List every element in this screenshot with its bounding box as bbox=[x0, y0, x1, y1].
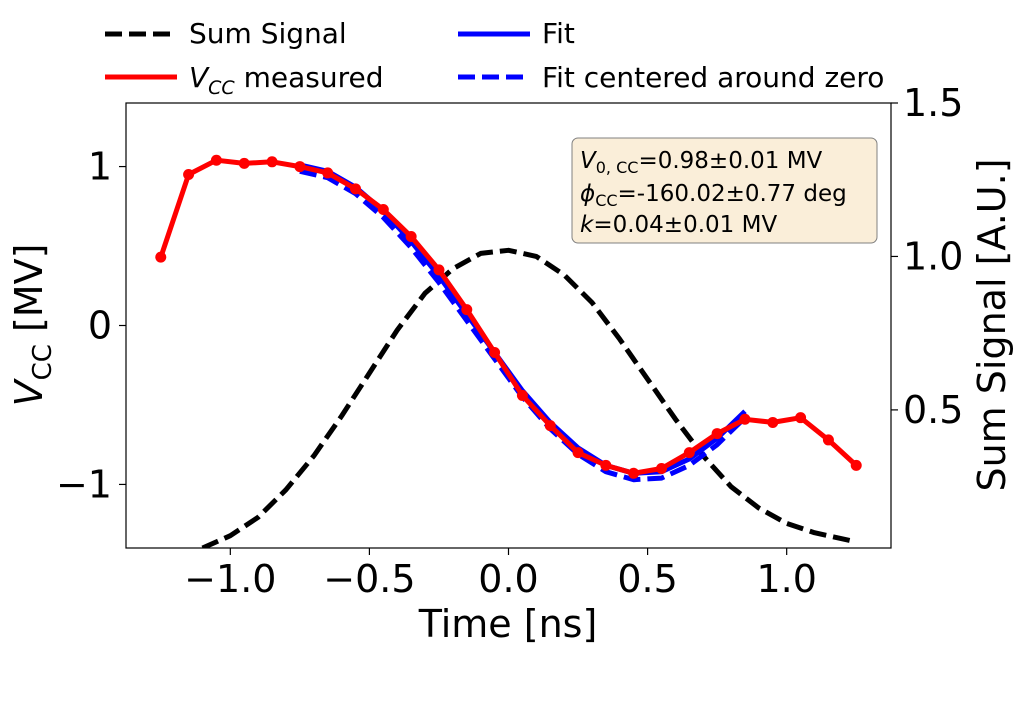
y-left-tick-label: 1 bbox=[88, 145, 112, 189]
data-point-v-cc-measured bbox=[850, 459, 862, 471]
tick-layer: −1.0 −0.5 0.0 0.5 1.0 −1 0 1 0.5 1.0 1.5 bbox=[56, 81, 963, 601]
data-point-v-cc-measured bbox=[405, 231, 417, 242]
data-point-v-cc-measured bbox=[266, 156, 278, 168]
series-line-sum-signal bbox=[201, 247, 857, 548]
x-tick-label: 0.5 bbox=[617, 557, 677, 601]
legend-label-fit-centered: Fit centered around zero bbox=[542, 61, 884, 94]
data-point-v-cc-measured bbox=[572, 447, 584, 459]
data-point-v-cc-measured bbox=[238, 157, 250, 169]
data-point-v-cc-measured bbox=[656, 463, 667, 475]
data-point-v-cc-measured bbox=[628, 467, 640, 479]
y-left-tick-label: −1 bbox=[56, 462, 112, 506]
y-right-tick-label: 0.5 bbox=[903, 388, 963, 432]
y-right-tick-label: 1.0 bbox=[903, 234, 963, 278]
x-tick-label: −1.0 bbox=[184, 557, 276, 601]
x-tick-label: −0.5 bbox=[323, 557, 415, 601]
data-point-v-cc-measured bbox=[322, 167, 334, 179]
data-point-v-cc-measured bbox=[516, 389, 528, 401]
data-point-v-cc-measured bbox=[795, 412, 807, 424]
legend: Sum Signal VCC measured Fit Fit centered… bbox=[105, 17, 884, 99]
data-point-v-cc-measured bbox=[711, 428, 723, 440]
y-left-tick-label: 0 bbox=[88, 304, 112, 348]
data-point-v-cc-measured bbox=[489, 347, 501, 359]
y-axis-label-left: VCC [MV] bbox=[7, 244, 58, 407]
fit-param-amplitude: V0, CC=0.98±0.01 MV bbox=[580, 148, 823, 177]
legend-label-vcc-measured: VCC measured bbox=[189, 61, 384, 99]
data-point-v-cc-measured bbox=[350, 183, 361, 195]
y-right-tick-label: 1.5 bbox=[903, 81, 963, 125]
data-point-v-cc-measured bbox=[600, 459, 612, 471]
x-tick-label: 0.0 bbox=[478, 557, 538, 601]
data-point-v-cc-measured bbox=[210, 154, 222, 166]
fit-param-offset: k=0.04±0.01 MV bbox=[580, 212, 777, 238]
fit-parameters-box-bg bbox=[571, 137, 878, 244]
legend-label-fit: Fit bbox=[542, 17, 575, 50]
data-point-v-cc-measured bbox=[767, 416, 779, 428]
data-point-v-cc-measured bbox=[155, 251, 167, 263]
data-point-v-cc-measured bbox=[822, 434, 834, 446]
data-point-v-cc-measured bbox=[544, 420, 556, 432]
data-point-v-cc-measured bbox=[433, 264, 445, 276]
data-point-v-cc-measured bbox=[461, 304, 473, 316]
data-point-v-cc-measured bbox=[183, 169, 195, 181]
data-point-v-cc-measured bbox=[683, 447, 695, 459]
legend-label-sum-signal: Sum Signal bbox=[189, 17, 347, 50]
x-axis-label: Time [ns] bbox=[418, 602, 598, 646]
data-point-v-cc-measured bbox=[377, 203, 389, 215]
series-layer bbox=[155, 154, 862, 548]
data-point-v-cc-measured bbox=[294, 161, 306, 173]
fit-param-phase: ϕCC=-160.02±0.77 deg bbox=[580, 181, 847, 210]
x-tick-label: 1.0 bbox=[756, 557, 816, 601]
y-axis-label-right: Sum Signal [A.U.] bbox=[970, 158, 1014, 491]
data-point-v-cc-measured bbox=[739, 413, 751, 425]
fit-parameters-box: V0, CC=0.98±0.01 MV ϕCC=-160.02±0.77 deg… bbox=[571, 137, 878, 244]
